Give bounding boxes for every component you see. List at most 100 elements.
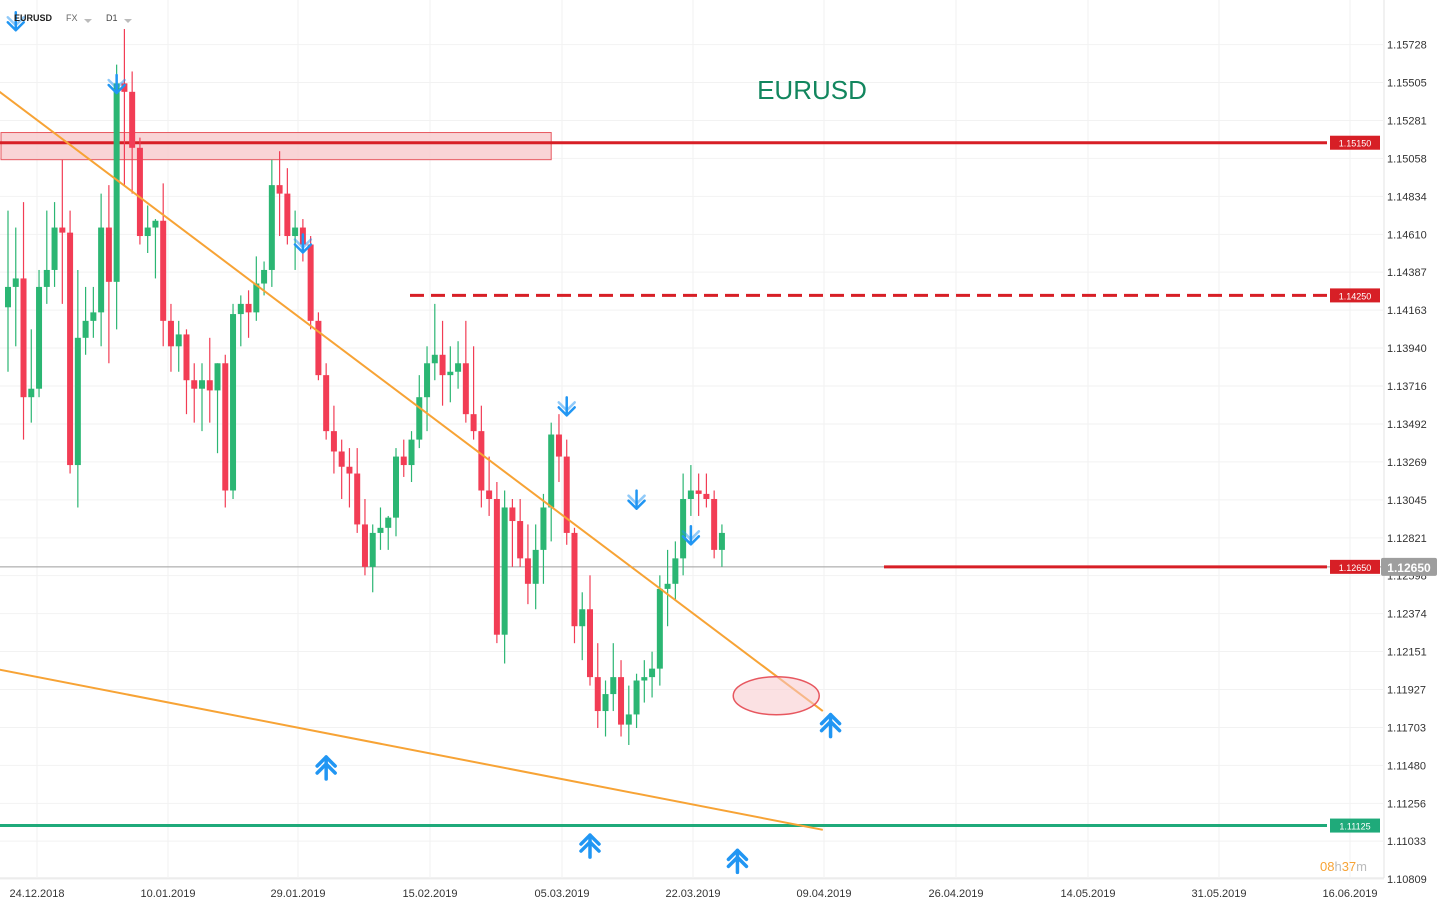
candle-body [548, 434, 555, 508]
candle-body [431, 354, 438, 364]
candle-body [587, 609, 593, 678]
timeframe-label[interactable]: D1 [106, 13, 118, 23]
candle-body [555, 434, 562, 457]
candle [12, 227, 19, 347]
candle [377, 507, 384, 550]
y-tick-label: 1.13716 [1387, 381, 1427, 393]
arrow-head [315, 755, 337, 768]
candle-body [610, 677, 617, 695]
candle [253, 256, 260, 321]
arrow-head-echo [819, 719, 842, 733]
candle-body [199, 380, 205, 389]
candle-body [113, 83, 120, 282]
y-tick-label: 1.15505 [1387, 77, 1427, 89]
arrow-down-icon [107, 73, 126, 95]
y-tick-label: 1.12821 [1387, 533, 1427, 545]
y-tick-label: 1.15281 [1387, 115, 1427, 127]
candle [540, 493, 547, 584]
candle [338, 439, 345, 499]
candle [501, 490, 508, 664]
candle [237, 295, 244, 347]
candle-body [618, 677, 625, 725]
candle [625, 685, 632, 745]
trendline-lower [0, 668, 823, 831]
candle-body [152, 220, 159, 228]
candle-body [82, 320, 89, 338]
candle [121, 29, 128, 186]
candle-body [36, 286, 43, 389]
timeframe-dropdown-icon[interactable] [124, 19, 132, 23]
candle-body [540, 507, 547, 550]
candle [439, 320, 446, 406]
candle [129, 71, 136, 194]
candle-body [12, 278, 19, 287]
x-tick-label: 05.03.2019 [534, 888, 589, 900]
candle [408, 431, 415, 483]
candle-body [377, 527, 384, 533]
candle [136, 137, 143, 245]
candle [144, 205, 151, 253]
candle [183, 329, 190, 415]
arrow-head-echo [315, 762, 337, 775]
arrow-down-icon [293, 233, 313, 254]
candle-body [292, 227, 299, 237]
candle [424, 346, 431, 432]
candle-body [284, 193, 291, 237]
candle [672, 541, 679, 601]
candle [649, 651, 656, 698]
candle-body [121, 83, 128, 92]
candle-body [230, 314, 237, 491]
candle-body [74, 337, 81, 466]
candle-body [105, 227, 112, 282]
candle-body [129, 91, 136, 148]
candle [160, 183, 167, 347]
candle [167, 303, 174, 372]
candle [51, 202, 58, 287]
exchange-dropdown-icon[interactable] [84, 19, 92, 23]
candle [517, 498, 524, 567]
candle-body [59, 227, 66, 233]
candle [5, 210, 11, 372]
arrow-head-echo [107, 78, 126, 90]
candle-body [439, 354, 446, 376]
resistance-zone [0, 132, 552, 161]
breakout-highlight-ellipse [732, 676, 820, 716]
candle [711, 490, 718, 559]
candle [268, 159, 275, 287]
level-price-tag [1330, 818, 1380, 833]
candle-body [253, 283, 260, 313]
arrow-head-echo [557, 401, 576, 412]
symbol-label[interactable]: EURUSD [14, 13, 53, 23]
candle-body [214, 363, 221, 391]
candle-body [416, 397, 423, 440]
candle-body [501, 507, 508, 635]
candle-body [175, 334, 182, 347]
arrow-head [819, 712, 842, 726]
candle [74, 269, 81, 508]
current-price-label: 1.12650 [1387, 561, 1431, 575]
candle [105, 185, 112, 364]
y-tick-label: 1.11480 [1387, 760, 1426, 772]
candle [330, 405, 337, 474]
candle [230, 303, 237, 499]
candle [602, 680, 609, 737]
candle [369, 524, 376, 593]
y-tick-label: 1.10809 [1387, 874, 1427, 886]
arrow-head-echo [579, 840, 601, 853]
arrow-head [557, 406, 576, 417]
candle-body [486, 490, 493, 499]
arrow-head [726, 848, 749, 862]
candle [36, 269, 43, 398]
x-tick-label: 16.06.2019 [1322, 888, 1377, 900]
arrow-head-echo [627, 494, 646, 505]
y-tick-label: 1.13269 [1387, 457, 1427, 469]
x-tick-label: 22.03.2019 [665, 888, 720, 900]
candle-body [695, 490, 702, 494]
candle [633, 673, 640, 729]
arrow-head-echo [681, 530, 701, 541]
candle-body [408, 439, 415, 466]
candle [641, 660, 648, 703]
candle [315, 312, 322, 381]
